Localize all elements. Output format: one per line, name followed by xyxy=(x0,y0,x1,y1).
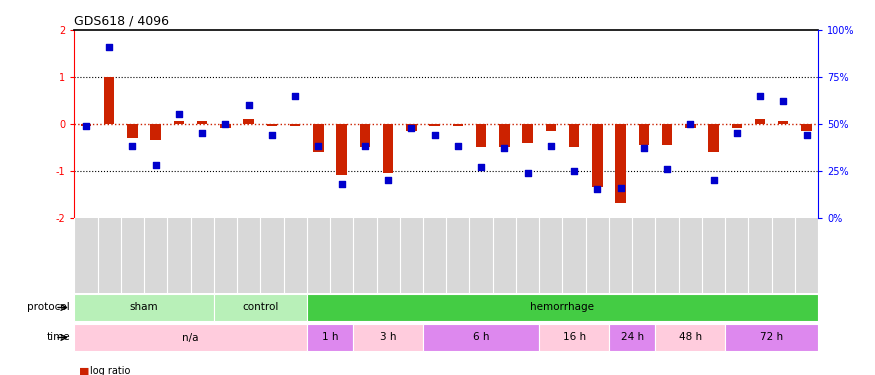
Point xyxy=(125,143,139,149)
Point xyxy=(613,184,627,190)
Bar xyxy=(406,124,416,131)
Text: 72 h: 72 h xyxy=(760,333,783,342)
Point xyxy=(800,132,814,138)
Text: 16 h: 16 h xyxy=(563,333,585,342)
Bar xyxy=(452,124,463,126)
Bar xyxy=(708,124,718,152)
Bar xyxy=(336,124,346,176)
Bar xyxy=(778,122,788,124)
Text: GDS618 / 4096: GDS618 / 4096 xyxy=(74,15,170,28)
Bar xyxy=(499,124,509,147)
Bar xyxy=(174,122,185,124)
Text: 1 h: 1 h xyxy=(322,333,339,342)
Bar xyxy=(609,324,655,351)
Bar xyxy=(307,324,354,351)
Point xyxy=(79,123,93,129)
Point xyxy=(404,124,418,130)
Point xyxy=(149,162,163,168)
Text: 6 h: 6 h xyxy=(473,333,489,342)
Point xyxy=(242,102,256,108)
Text: 24 h: 24 h xyxy=(620,333,644,342)
Point xyxy=(195,130,209,136)
Bar xyxy=(80,124,91,126)
Point xyxy=(706,177,720,183)
Bar xyxy=(592,124,603,187)
Bar xyxy=(290,124,300,126)
Point xyxy=(312,143,326,149)
Bar xyxy=(243,119,254,124)
Bar xyxy=(546,124,556,131)
Bar xyxy=(360,124,370,147)
Point xyxy=(660,166,674,172)
Bar xyxy=(615,124,626,203)
Text: n/a: n/a xyxy=(182,333,199,342)
Point xyxy=(219,121,233,127)
Bar xyxy=(423,324,539,351)
Text: 3 h: 3 h xyxy=(380,333,396,342)
Point xyxy=(265,132,279,138)
Bar xyxy=(732,124,742,128)
Bar xyxy=(522,124,533,142)
Bar xyxy=(307,294,818,321)
Point xyxy=(451,143,465,149)
Bar xyxy=(725,324,818,351)
Text: hemorrhage: hemorrhage xyxy=(530,303,594,312)
Point xyxy=(544,143,558,149)
Bar xyxy=(150,124,161,140)
Bar xyxy=(655,324,725,351)
Text: time: time xyxy=(46,333,70,342)
Point xyxy=(474,164,488,170)
Bar xyxy=(430,124,440,126)
Point xyxy=(521,170,535,176)
Bar xyxy=(214,294,307,321)
Bar xyxy=(539,324,609,351)
Bar xyxy=(383,124,394,173)
Bar xyxy=(476,124,487,147)
Point xyxy=(683,121,697,127)
Point xyxy=(102,44,116,50)
Bar xyxy=(569,124,579,147)
Point xyxy=(497,145,511,151)
Bar xyxy=(74,324,307,351)
Point xyxy=(358,143,372,149)
Bar xyxy=(220,124,231,128)
Bar xyxy=(639,124,649,145)
Point xyxy=(776,98,790,104)
Bar xyxy=(354,324,423,351)
Point xyxy=(730,130,744,136)
Text: control: control xyxy=(242,303,278,312)
Text: ■: ■ xyxy=(79,366,89,375)
Bar xyxy=(662,124,672,145)
Bar xyxy=(313,124,324,152)
Bar xyxy=(74,294,213,321)
Text: 48 h: 48 h xyxy=(679,333,702,342)
Point xyxy=(567,168,581,174)
Point xyxy=(753,93,767,99)
Text: log ratio: log ratio xyxy=(90,366,130,375)
Bar xyxy=(802,124,812,131)
Text: protocol: protocol xyxy=(27,303,70,312)
Bar xyxy=(267,124,277,126)
Bar xyxy=(685,124,696,128)
Point xyxy=(382,177,396,183)
Point xyxy=(288,93,302,99)
Bar xyxy=(127,124,137,138)
Point xyxy=(591,186,605,192)
Bar xyxy=(104,77,115,124)
Point xyxy=(172,111,186,117)
Bar xyxy=(755,119,766,124)
Point xyxy=(334,181,348,187)
Point xyxy=(428,132,442,138)
Point xyxy=(637,145,651,151)
Text: sham: sham xyxy=(130,303,158,312)
Bar xyxy=(197,122,207,124)
